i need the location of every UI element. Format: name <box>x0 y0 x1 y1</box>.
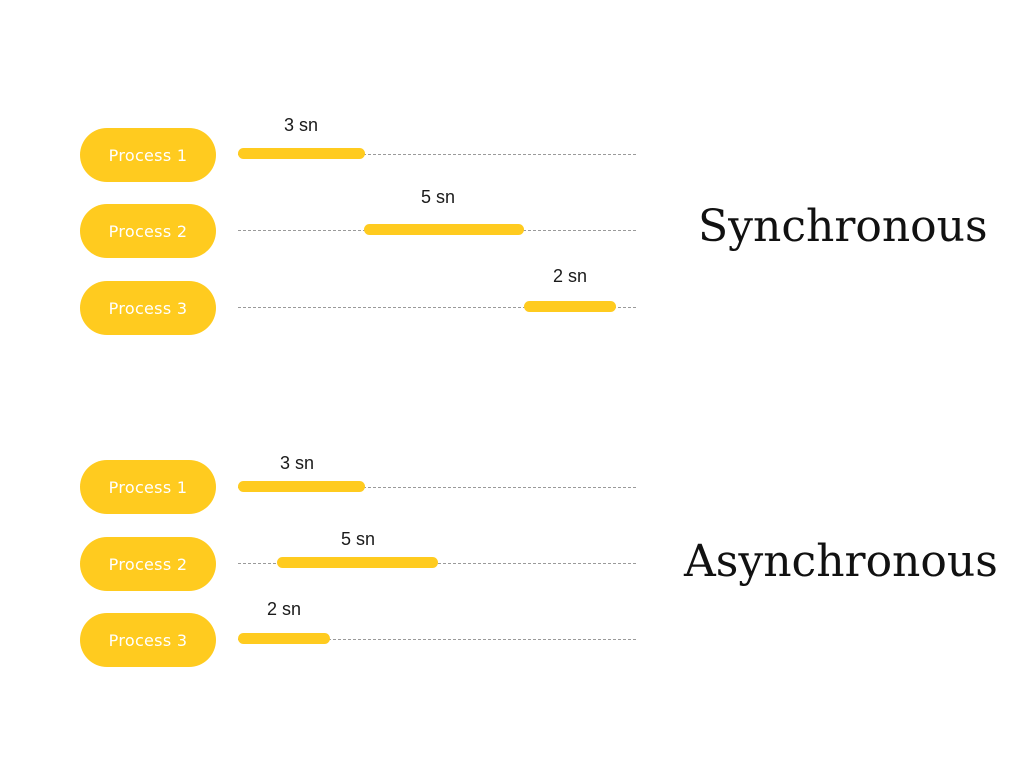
process-3-pill: Process 3 <box>80 613 216 667</box>
process-1-pill: Process 1 <box>80 128 216 182</box>
process-3-bar <box>238 633 330 644</box>
synchronous-title: Synchronous <box>698 201 988 252</box>
process-1-bar <box>238 148 365 159</box>
process-2-pill: Process 2 <box>80 537 216 591</box>
timeline-track <box>238 154 636 155</box>
process-1-pill: Process 1 <box>80 460 216 514</box>
process-3-duration: 2 sn <box>266 599 302 619</box>
timeline-track <box>238 487 636 488</box>
process-2-pill: Process 2 <box>80 204 216 258</box>
synchronous-section: Process 1 3 sn Process 2 5 sn Process 3 … <box>80 115 988 335</box>
timeline-track <box>238 307 636 308</box>
process-2-duration: 5 sn <box>420 187 456 207</box>
process-1-duration: 3 sn <box>283 115 319 135</box>
asynchronous-title: Asynchronous <box>684 536 998 587</box>
process-3-duration: 2 sn <box>552 266 588 286</box>
process-1-bar <box>238 481 365 492</box>
process-2-duration: 5 sn <box>340 529 376 549</box>
process-2-bar <box>364 224 524 235</box>
process-3-pill: Process 3 <box>80 281 216 335</box>
process-1-duration: 3 sn <box>279 453 315 473</box>
process-2-bar <box>277 557 438 568</box>
timeline-track <box>238 639 636 640</box>
process-3-bar <box>524 301 616 312</box>
